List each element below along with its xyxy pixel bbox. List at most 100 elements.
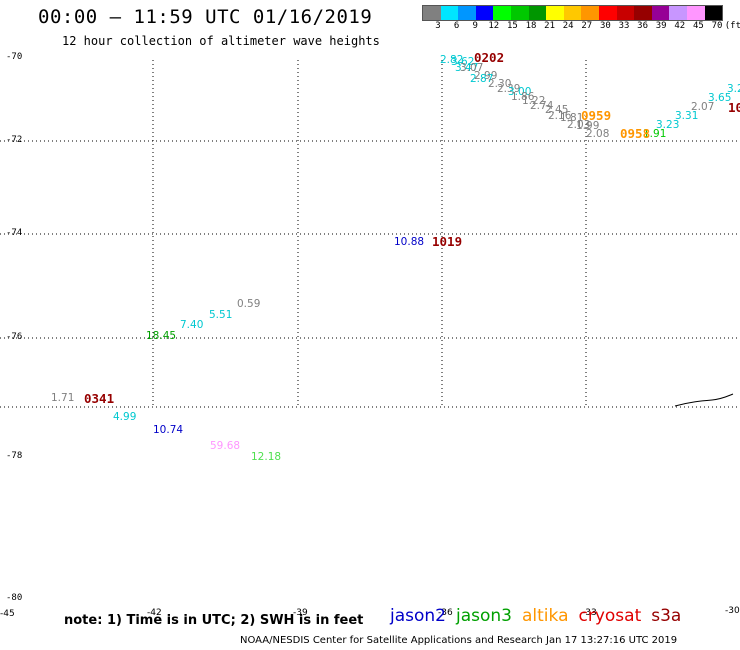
legend-label: 15 [506,21,518,31]
wave-value: 1.86 [511,91,535,103]
time-label: 10 [728,100,740,115]
legend-label: 21 [544,21,556,31]
wave-value: 1.81 [560,112,584,124]
lon-label: -30 [725,606,740,616]
legend-label: 42 [674,21,686,31]
wave-value: 2.30 [488,78,512,90]
wave-value: 2.39 [497,83,521,95]
satellite-cryosat: cryosat [578,606,642,626]
legend-swatch [510,6,529,20]
satellite-s3a: s3a [651,606,682,626]
wave-value: 1.71 [51,392,75,404]
wave-value: 1.99 [576,120,600,132]
lon-label: -39 [293,608,308,618]
lat-label: -76 [6,332,23,342]
time-label: 0341 [84,391,115,406]
legend-label: 12 [488,21,500,31]
satellite-legend: jason2 jason3 altika cryosat s3a [390,606,681,626]
legend-swatch [423,6,441,20]
wave-value: 2.07 [691,101,715,113]
satellite-jason2: jason2 [390,606,446,626]
lon-label: -42 [147,608,162,618]
legend-label: 36 [637,21,649,31]
lat-label: -72 [6,135,23,145]
wave-value: 5.51 [209,309,233,321]
wave-value: 2.82 [440,54,464,66]
wave-value: 1.91 [643,128,667,140]
wave-value: 3.23 [656,119,680,131]
wave-value: 2.16 [548,110,572,122]
wave-value: 7.40 [180,319,204,331]
wave-value: 59.68 [210,440,241,452]
legend-swatch [563,6,582,20]
legend-swatch [704,6,723,20]
wave-value: 3.62 [451,56,475,68]
wave-value: 10.74 [153,424,184,436]
wave-value: 3.00 [508,86,532,98]
legend-label: 3 [435,21,441,31]
wave-value: 2.74 [530,100,554,112]
legend-label: 27 [581,21,593,31]
time-label: 0202 [474,50,505,65]
legend-swatch [616,6,635,20]
time-label: 1019 [432,234,463,249]
legend-label: 9 [472,21,478,31]
satellite-jason3: jason3 [456,606,512,626]
satellite-altika: altika [522,606,569,626]
lat-label: -70 [6,52,23,62]
lon-label: -45 [0,609,15,619]
color-legend [422,5,724,21]
lat-label: -78 [6,451,23,461]
wave-value: 10.88 [394,236,425,248]
coastline [674,393,734,407]
wave-value: 12.18 [251,451,282,463]
lon-label: -33 [582,608,597,618]
lat-label: -80 [6,593,23,603]
time-label: 0958 [620,126,651,141]
legend-swatch [440,6,459,20]
legend-swatch [475,6,494,20]
legend-label: 30 [599,21,611,31]
wave-value: 2.08 [586,128,610,140]
legend-swatch [686,6,705,20]
footnote: note: 1) Time is in UTC; 2) SWH is in fe… [64,613,364,628]
legend-swatch [493,6,511,20]
legend-label: 18 [525,21,537,31]
legend-label: 39 [655,21,667,31]
legend-label: 45 [692,21,704,31]
wave-value: 2.99 [474,70,498,82]
legend-swatch [598,6,617,20]
wave-value: 2.45 [545,104,569,116]
legend-label: (ft) [724,21,740,31]
time-label: 0959 [581,108,612,123]
wave-value: 3.47 [455,62,479,74]
map-subtitle: 12 hour collection of altimeter wave hei… [62,34,380,48]
lon-label: -36 [438,608,453,618]
legend-swatch [528,6,547,20]
wave-value: 1.22 [522,95,546,107]
graticule [0,60,740,408]
legend-label: 6 [453,21,460,31]
map-title: 00:00 – 11:59 UTC 01/16/2019 [38,6,373,28]
wave-value: 3.31 [675,110,699,122]
credit-line: NOAA/NESDIS Center for Satellite Applica… [240,635,678,646]
legend-swatch [651,6,670,20]
wave-value: 3.65 [708,92,732,104]
wave-value: 3.2 [727,83,740,95]
legend-swatch [546,6,564,20]
legend-swatch [634,6,652,20]
wave-value: 3.07 [460,62,484,74]
wave-value: 2.03 [567,119,591,131]
legend-swatch [581,6,599,20]
lat-label: -74 [6,228,23,238]
legend-swatch [669,6,687,20]
wave-value: 18.45 [146,330,177,342]
legend-label: 24 [562,21,574,31]
wave-value: 0.59 [237,298,261,310]
legend-label: 70 [711,21,723,31]
legend-label: 33 [618,21,630,31]
legend-swatch [458,6,476,20]
wave-value: 2.87 [470,73,494,85]
